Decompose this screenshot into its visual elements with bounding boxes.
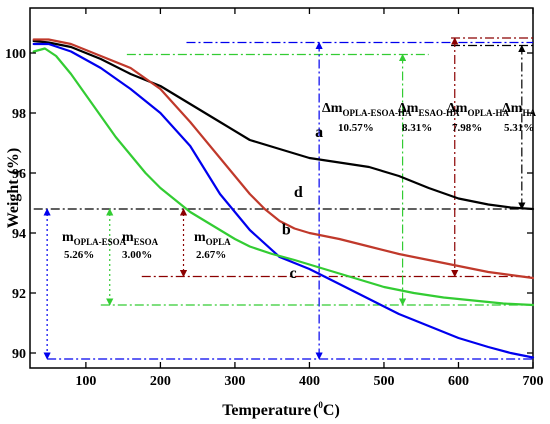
series-line-d [32,47,535,307]
y-tick-label: 92 [12,287,26,302]
annotation-dm-ha: ΔmHA 5.31% [502,101,536,134]
plot-frame [29,7,534,369]
x-tick-label: 300 [224,374,245,389]
x-tick-label: 700 [523,374,544,389]
x-tick-label: 500 [373,374,394,389]
curve-label-b: b [282,222,291,239]
annotation-m-opla: mOPLA 2.67% [194,230,231,261]
curve-labels: a d b c [282,124,323,282]
series-line-b [32,38,535,280]
x-tick-label: 100 [75,374,96,389]
series-curves [32,38,535,359]
annotation-dm-opla-esoa-ha: ΔmOPLA-ESOA-HA 10.57% [322,101,412,134]
dimension-arrows [43,37,526,360]
svg-text:mOPLA-ESOA: mOPLA-ESOA [62,230,127,247]
annotation-dm-opla-ha: ΔmOPLA-HA 7.98% [447,101,509,134]
curve-label-c: c [289,265,296,282]
y-tick-label: 98 [12,107,26,122]
svg-text:ΔmOPLA-ESOA-HA: ΔmOPLA-ESOA-HA [322,101,412,118]
svg-text:8.31%: 8.31% [402,122,432,134]
svg-text:mOPLA: mOPLA [194,230,231,247]
series-line-c [32,42,535,359]
annotation-dm-esao-ha: ΔmESAO-HA 8.31% [398,101,460,134]
x-tick-label: 600 [448,374,469,389]
svg-text:7.98%: 7.98% [452,122,482,134]
y-tick-label: 100 [5,47,26,62]
y-tick-label: 94 [12,227,26,242]
x-axis-title: Temperature (0C) [222,400,340,419]
svg-text:ΔmOPLA-HA: ΔmOPLA-HA [447,101,509,118]
svg-text:ΔmESAO-HA: ΔmESAO-HA [398,101,460,118]
svg-text:5.26%: 5.26% [64,249,94,261]
x-tick-label: 200 [150,374,171,389]
svg-text:5.31%: 5.31% [504,122,534,134]
y-tick-label: 90 [12,347,26,362]
curve-label-a: a [315,124,323,141]
annotation-m-opla-esoa: mOPLA-ESOA 5.26% [62,230,127,261]
y-tick-label: 96 [12,167,26,182]
curve-label-d: d [294,184,303,201]
annotation-m-esoa: mESOA 3.00% [122,230,159,261]
x-tick-label: 400 [299,374,320,389]
svg-text:ΔmHA: ΔmHA [502,101,536,118]
series-line-a [32,39,535,211]
y-axis-title: Weight(%) [5,148,22,229]
svg-text:10.57%: 10.57% [338,122,374,134]
axis-ticks: 100 200 300 400 500 600 700 90 92 94 96 98 100 [5,8,544,389]
svg-text:2.67%: 2.67% [196,249,226,261]
svg-text:mESOA: mESOA [122,230,159,247]
svg-text:3.00%: 3.00% [122,249,152,261]
